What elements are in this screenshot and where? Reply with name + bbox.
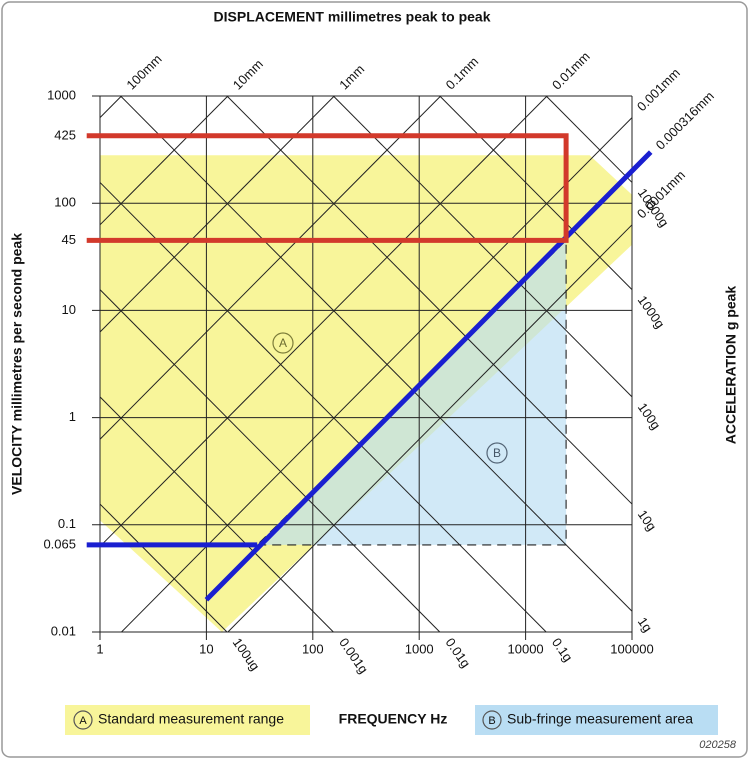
- legend: A Standard measurement range B Sub-fring…: [65, 705, 718, 735]
- figure-id: 020258: [699, 739, 737, 751]
- region-marker-circle: [272, 332, 294, 354]
- x-tick-label: 1000: [405, 641, 434, 656]
- diagonal-line: [227, 224, 633, 633]
- y-tick-label: 100: [54, 195, 76, 210]
- region: [100, 155, 632, 633]
- series-group: [86, 133, 653, 602]
- legend-label: Sub-fringe measurement area: [507, 711, 693, 727]
- series-line: [86, 133, 569, 243]
- diagonal-line: [99, 289, 441, 633]
- legend-swatch: [65, 705, 310, 735]
- y-tick-label: 0.065: [43, 536, 76, 551]
- diagonal-line: [545, 95, 633, 183]
- chart-title: DISPLACEMENT millimetres peak to peak: [214, 9, 491, 25]
- diagonals: [99, 95, 633, 633]
- diagonal-line: [99, 503, 228, 633]
- x-tick-label: 1: [96, 641, 103, 656]
- region-marker-circle: [486, 442, 508, 464]
- series-line: [86, 150, 653, 602]
- x-tick-label: 100000: [610, 641, 653, 656]
- x-tick-label: 10000: [508, 641, 544, 656]
- grid: [92, 95, 633, 640]
- legend-label: Standard measurement range: [98, 711, 284, 727]
- region-marker: A: [279, 336, 287, 350]
- diagonal-line: [99, 396, 334, 633]
- diagonal-line: [99, 95, 122, 118]
- x-tick-label: 100: [302, 641, 324, 656]
- diagonal-line: [120, 95, 633, 612]
- y-tick-label: 10: [62, 302, 76, 317]
- acceleration-label: 1g: [635, 614, 656, 634]
- legend-marker: B: [488, 715, 495, 727]
- diagonal-line: [333, 95, 633, 398]
- y-tick-label: 1: [69, 409, 76, 424]
- legend-marker-circle: [73, 710, 93, 730]
- diagonal-line: [99, 95, 442, 440]
- y2-axis-label: ACCELERATION g peak: [723, 286, 739, 445]
- y-axis-label: VELOCITY millimetres per second peak: [9, 233, 25, 495]
- diagonal-line: [99, 182, 547, 633]
- y-tick-label: 0.1: [58, 516, 76, 531]
- region-marker: B: [493, 446, 501, 460]
- legend-marker: A: [79, 715, 87, 727]
- legend-marker-circle: [482, 710, 502, 730]
- y-tick-label: 0.01: [51, 623, 76, 638]
- legend-swatch: [475, 705, 718, 735]
- x-tick-label: 10: [199, 641, 213, 656]
- y-tick-label: 1000: [47, 87, 76, 102]
- y-tick-label: 45: [62, 232, 76, 247]
- diagonal-line: [226, 95, 633, 505]
- x-axis-label: FREQUENCY Hz: [339, 711, 448, 727]
- y-tick-label: 425: [54, 127, 76, 142]
- diagonal-line: [439, 95, 633, 291]
